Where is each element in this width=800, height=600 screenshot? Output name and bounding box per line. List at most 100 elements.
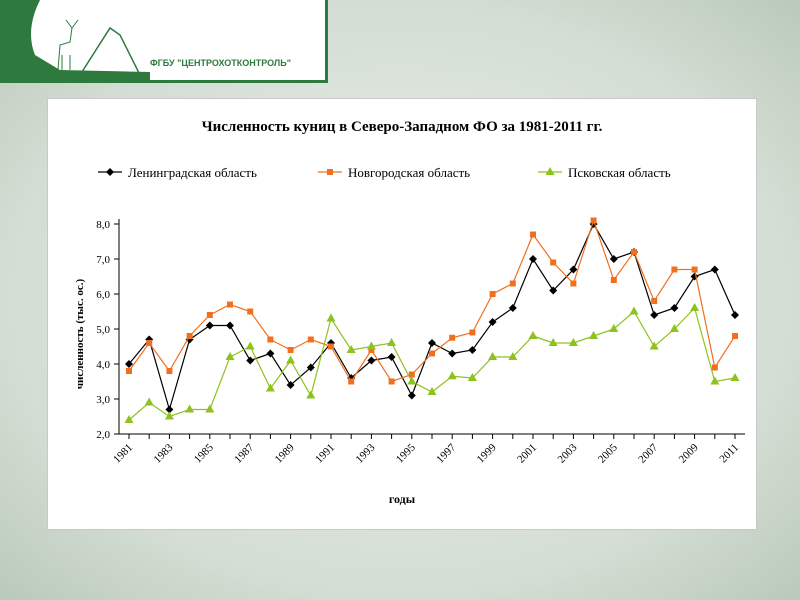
y-tick-label: 5,0	[96, 324, 110, 336]
data-point	[528, 331, 538, 339]
data-point	[266, 349, 275, 358]
data-point	[306, 390, 316, 399]
legend-label: Псковская область	[568, 165, 671, 180]
data-point	[286, 355, 296, 364]
y-axis-label: численность (тыс. ос.)	[74, 278, 86, 389]
data-point	[346, 345, 356, 353]
data-point	[185, 404, 195, 413]
y-tick-label: 6,0	[96, 289, 110, 301]
data-point	[387, 338, 397, 346]
data-point	[124, 415, 134, 423]
data-point	[467, 373, 477, 381]
data-point	[691, 266, 698, 273]
series-0	[125, 220, 739, 414]
data-point	[245, 341, 255, 350]
data-point	[651, 298, 658, 304]
data-point	[165, 405, 174, 414]
data-point	[589, 331, 599, 339]
data-point	[388, 378, 395, 385]
logo-text: ФГБУ "ЦЕНТРОХОТКОНТРОЛЬ"	[150, 58, 291, 68]
x-tick-label: 1995	[394, 441, 418, 465]
x-tick-label: 1987	[232, 441, 256, 465]
data-point	[206, 312, 213, 318]
logo-banner: ФГБУ "ЦЕНТРОХОТКОНТРОЛЬ"	[0, 0, 328, 83]
data-point	[205, 321, 214, 330]
legend-item: Ленинградская область	[98, 165, 257, 180]
data-point	[508, 304, 517, 312]
series-line	[128, 218, 736, 383]
legend-label: Новгородская область	[348, 165, 470, 180]
y-tick-label: 3,0	[96, 394, 110, 406]
data-point	[368, 347, 375, 353]
data-point	[265, 383, 275, 392]
data-point	[125, 360, 133, 368]
data-point	[447, 371, 457, 380]
data-point	[530, 231, 536, 238]
chart-title: Численность куниц в Северо-Западном ФО з…	[202, 119, 603, 135]
x-tick-label: 1993	[353, 441, 377, 465]
x-tick-label: 1981	[111, 442, 135, 466]
data-point	[186, 333, 193, 339]
y-tick-label: 2,0	[96, 429, 110, 441]
data-point	[428, 339, 436, 347]
data-point	[690, 303, 700, 311]
x-tick-label: 1999	[475, 441, 499, 465]
legend-item: Новгородская область	[318, 165, 470, 180]
data-point	[408, 371, 415, 378]
data-point	[448, 349, 457, 358]
data-point	[730, 373, 740, 381]
data-point	[146, 340, 153, 346]
x-tick-label: 1985	[192, 441, 216, 465]
data-point	[286, 381, 295, 389]
x-tick-label: 2011	[717, 442, 741, 466]
data-point	[469, 329, 476, 336]
series-line	[128, 306, 736, 421]
data-point	[509, 280, 516, 287]
data-point	[731, 311, 739, 319]
data-point	[367, 356, 376, 365]
data-point	[529, 255, 537, 263]
data-point	[348, 378, 355, 385]
data-point	[205, 404, 215, 413]
x-axis-label: годы	[389, 492, 416, 506]
data-point	[710, 265, 719, 274]
logo-emblem-icon	[0, 0, 150, 80]
x-tick-label: 1997	[434, 441, 458, 465]
data-point	[508, 352, 518, 360]
data-point	[670, 304, 679, 312]
data-point	[307, 336, 314, 343]
x-tick-label: 1983	[151, 441, 175, 465]
x-tick-label: 2001	[515, 442, 539, 466]
chart-card: Численность куниц в Северо-Западном ФО з…	[47, 98, 757, 530]
data-point	[711, 364, 718, 371]
data-point	[631, 249, 637, 255]
data-point	[489, 291, 496, 297]
y-tick-label: 4,0	[96, 359, 110, 371]
data-point	[166, 368, 173, 374]
x-tick-label: 2003	[555, 441, 579, 465]
series-2	[124, 303, 740, 423]
data-point	[407, 391, 416, 400]
data-point	[287, 347, 294, 353]
data-point	[550, 259, 557, 266]
x-tick-label: 2007	[636, 441, 660, 465]
data-point	[468, 346, 477, 354]
data-point	[126, 368, 132, 374]
data-point	[328, 343, 334, 350]
data-point	[387, 353, 396, 361]
x-tick-label: 2009	[677, 441, 701, 465]
data-point	[429, 350, 435, 357]
data-point	[568, 338, 578, 346]
y-tick-label: 8,0	[96, 219, 110, 231]
data-point	[225, 352, 235, 360]
series-1	[126, 217, 738, 385]
data-point	[227, 301, 233, 308]
data-point	[366, 341, 376, 350]
data-point	[732, 333, 738, 339]
data-point	[609, 255, 618, 263]
data-point	[427, 387, 437, 395]
y-tick-label: 7,0	[96, 254, 110, 266]
data-point	[609, 324, 619, 332]
data-point	[164, 411, 174, 420]
